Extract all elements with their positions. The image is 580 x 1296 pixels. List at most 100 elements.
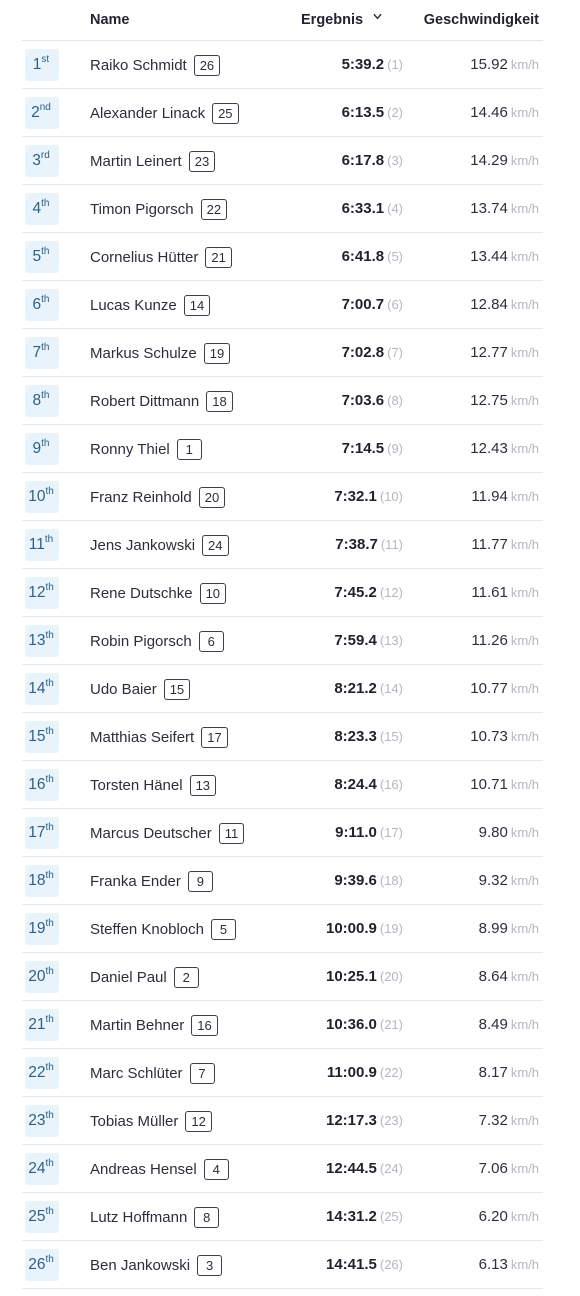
table-row[interactable]: 1st Raiko Schmidt 26 5:39.2 (1) 15.92 km/h — [22, 41, 543, 89]
table-row[interactable]: 4th Timon Pigorsch 22 6:33.1 (4) 13.74 km/h — [22, 185, 543, 233]
speed-unit: km/h — [510, 1065, 539, 1080]
result-time: 7:59.4 — [334, 632, 377, 649]
table-row[interactable]: 19th Steffen Knobloch 5 10:00.9 (19) 8.99 km/h — [22, 905, 543, 953]
results-table: Name Ergebnis Geschwindigkeit 1st Raiko S… — [22, 0, 543, 1289]
result-time: 14:31.2 — [326, 1208, 377, 1225]
rank-badge: 19th — [25, 913, 59, 945]
athlete-name[interactable]: Torsten Hänel — [90, 777, 183, 794]
table-row[interactable]: 26th Ben Jankowski 3 14:41.5 (26) 6.13 km/h — [22, 1241, 543, 1289]
athlete-name[interactable]: Timon Pigorsch — [90, 201, 194, 218]
result-cell: 12:44.5 (24) — [326, 1160, 403, 1177]
athlete-name[interactable]: Ronny Thiel — [90, 441, 170, 458]
table-row[interactable]: 9th Ronny Thiel 1 7:14.5 (9) 12.43 km/h — [22, 425, 543, 473]
table-row[interactable]: 7th Markus Schulze 19 7:02.8 (7) 12.77 km/h — [22, 329, 543, 377]
athlete-name[interactable]: Cornelius Hütter — [90, 249, 199, 266]
athlete-name[interactable]: Martin Behner — [90, 1017, 185, 1034]
speed-unit: km/h — [510, 441, 539, 456]
table-row[interactable]: 13th Robin Pigorsch 6 7:59.4 (13) 11.26 km/h — [22, 617, 543, 665]
table-row[interactable]: 18th Franka Ender 9 9:39.6 (18) 9.32 km/h — [22, 857, 543, 905]
athlete-name[interactable]: Ben Jankowski — [90, 1257, 191, 1274]
athlete-name[interactable]: Steffen Knobloch — [90, 921, 204, 938]
athlete-name[interactable]: Udo Baier — [90, 681, 157, 698]
table-row[interactable]: 2nd Alexander Linack 25 6:13.5 (2) 14.46 km/h — [22, 89, 543, 137]
table-row[interactable]: 21th Martin Behner 16 10:36.0 (21) 8.49 km/h — [22, 1001, 543, 1049]
athlete-name[interactable]: Robert Dittmann — [90, 393, 200, 410]
bib-number-badge: 23 — [188, 151, 216, 172]
table-row[interactable]: 22th Marc Schlüter 7 11:00.9 (22) 8.17 km/h — [22, 1049, 543, 1097]
athlete-name[interactable]: Rene Dutschke — [90, 585, 193, 602]
table-row[interactable]: 23th Tobias Müller 12 12:17.3 (23) 7.32 km/h — [22, 1097, 543, 1145]
result-place: (13) — [379, 633, 403, 648]
rank-number: 14 — [28, 680, 46, 697]
speed-cell: 12.75 km/h — [470, 392, 539, 409]
athlete-name[interactable]: Tobias Müller — [90, 1113, 179, 1130]
rank-suffix: th — [45, 582, 54, 593]
result-cell: 7:02.8 (7) — [342, 344, 403, 361]
table-row[interactable]: 20th Daniel Paul 2 10:25.1 (20) 8.64 km/h — [22, 953, 543, 1001]
athlete-name[interactable]: Franka Ender — [90, 873, 181, 890]
athlete-name[interactable]: Jens Jankowski — [90, 537, 196, 554]
rank-badge: 3rd — [25, 145, 59, 177]
rank-suffix: th — [41, 246, 50, 257]
table-row[interactable]: 12th Rene Dutschke 10 7:45.2 (12) 11.61 km/h — [22, 569, 543, 617]
table-row[interactable]: 16th Torsten Hänel 13 8:24.4 (16) 10.71 km/h — [22, 761, 543, 809]
rank-badge: 1st — [25, 49, 59, 81]
rank-badge: 12th — [25, 577, 59, 609]
speed-value: 11.94 — [471, 488, 508, 505]
table-row[interactable]: 25th Lutz Hoffmann 8 14:31.2 (25) 6.20 km/h — [22, 1193, 543, 1241]
speed-value: 7.32 — [478, 1112, 508, 1129]
athlete-name[interactable]: Marc Schlüter — [90, 1065, 183, 1082]
result-place: (21) — [379, 1017, 403, 1032]
table-row[interactable]: 24th Andreas Hensel 4 12:44.5 (24) 7.06 km/h — [22, 1145, 543, 1193]
speed-value: 8.17 — [478, 1064, 508, 1081]
table-row[interactable]: 8th Robert Dittmann 18 7:03.6 (8) 12.75 km/h — [22, 377, 543, 425]
result-cell: 7:03.6 (8) — [342, 392, 403, 409]
athlete-cell: Robin Pigorsch 6 — [90, 631, 224, 652]
athlete-name[interactable]: Markus Schulze — [90, 345, 197, 362]
athlete-name[interactable]: Andreas Hensel — [90, 1161, 197, 1178]
table-row[interactable]: 14th Udo Baier 15 8:21.2 (14) 10.77 km/h — [22, 665, 543, 713]
speed-value: 12.77 — [470, 344, 508, 361]
athlete-name[interactable]: Daniel Paul — [90, 969, 167, 986]
result-time: 7:00.7 — [341, 296, 385, 313]
bib-number-badge: 26 — [193, 55, 221, 76]
athlete-name[interactable]: Raiko Schmidt — [90, 57, 187, 74]
result-place: (16) — [379, 777, 403, 792]
speed-unit: km/h — [510, 249, 539, 264]
table-row[interactable]: 10th Franz Reinhold 20 7:32.1 (10) 11.94 km/h — [22, 473, 543, 521]
rank-suffix: th — [45, 1062, 54, 1073]
bib-number-badge: 24 — [202, 535, 229, 556]
table-row[interactable]: 3rd Martin Leinert 23 6:17.8 (3) 14.29 km/h — [22, 137, 543, 185]
bib-number-badge: 19 — [203, 343, 231, 364]
athlete-cell: Udo Baier 15 — [90, 679, 191, 700]
speed-cell: 11.94 km/h — [471, 488, 539, 505]
speed-value: 8.49 — [478, 1016, 508, 1033]
table-row[interactable]: 17th Marcus Deutscher 11 9:11.0 (17) 9.80 km/h — [22, 809, 543, 857]
bib-number-badge: 3 — [197, 1255, 223, 1276]
column-header-result[interactable]: Ergebnis — [301, 12, 382, 28]
athlete-name[interactable]: Alexander Linack — [90, 105, 206, 122]
speed-unit: km/h — [510, 969, 539, 984]
column-header-speed[interactable]: Geschwindigkeit — [423, 12, 539, 28]
athlete-name[interactable]: Lucas Kunze — [90, 297, 177, 314]
table-row[interactable]: 11th Jens Jankowski 24 7:38.7 (11) 11.77 km/h — [22, 521, 543, 569]
column-header-name[interactable]: Name — [90, 12, 130, 28]
bib-number-badge: 9 — [187, 871, 213, 892]
athlete-name[interactable]: Martin Leinert — [90, 153, 182, 170]
athlete-name[interactable]: Franz Reinhold — [90, 489, 192, 506]
rank-suffix: th — [45, 1254, 54, 1265]
table-row[interactable]: 6th Lucas Kunze 14 7:00.7 (6) 12.84 km/h — [22, 281, 543, 329]
athlete-name[interactable]: Robin Pigorsch — [90, 633, 192, 650]
table-row[interactable]: 15th Matthias Seifert 17 8:23.3 (15) 10.73 km/… — [22, 713, 543, 761]
athlete-name[interactable]: Matthias Seifert — [90, 729, 195, 746]
table-row[interactable]: 5th Cornelius Hütter 21 6:41.8 (5) 13.44 km/h — [22, 233, 543, 281]
speed-unit: km/h — [510, 633, 539, 648]
result-cell: 6:13.5 (2) — [342, 104, 403, 121]
speed-cell: 6.13 km/h — [479, 1256, 539, 1273]
athlete-name[interactable]: Lutz Hoffmann — [90, 1209, 188, 1226]
speed-value: 10.71 — [470, 776, 508, 793]
rank-number: 21 — [28, 1016, 46, 1033]
athlete-cell: Franka Ender 9 — [90, 871, 213, 892]
result-time: 7:32.1 — [334, 488, 377, 505]
athlete-name[interactable]: Marcus Deutscher — [90, 825, 212, 842]
